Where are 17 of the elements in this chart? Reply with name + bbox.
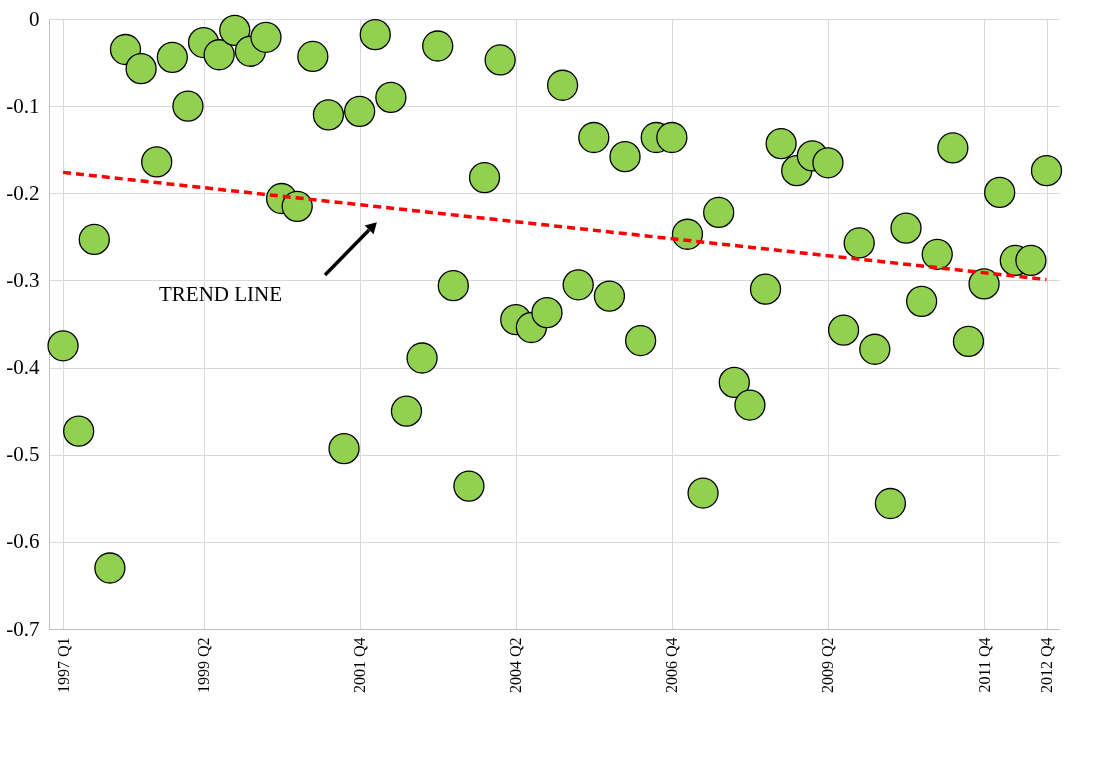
x-tick-label: 2006 Q4 (663, 637, 681, 694)
y-tick-label: -0.6 (6, 529, 40, 554)
x-tick-label: 1997 Q1 (54, 637, 72, 694)
x-tick-label: 2004 Q2 (507, 637, 525, 694)
annotation: TREND LINE (159, 282, 283, 306)
y-tick-label: -0.7 (6, 616, 40, 641)
y-tick-label: -0.5 (6, 442, 40, 467)
x-tick-label: 2012 Q4 (1038, 637, 1056, 694)
y-tick-label: -0.1 (6, 93, 40, 118)
x-tick-label: 2001 Q4 (351, 637, 369, 694)
x-tick-label: 2009 Q2 (819, 637, 837, 694)
y-tick-label: -0.2 (6, 180, 40, 205)
y-tick-label: 0 (29, 6, 40, 31)
y-tick-label: -0.3 (6, 267, 40, 292)
x-tick-label: 1999 Q2 (195, 637, 213, 694)
x-tick-label: 2011 Q4 (975, 637, 993, 693)
y-tick-label: -0.4 (6, 355, 40, 380)
